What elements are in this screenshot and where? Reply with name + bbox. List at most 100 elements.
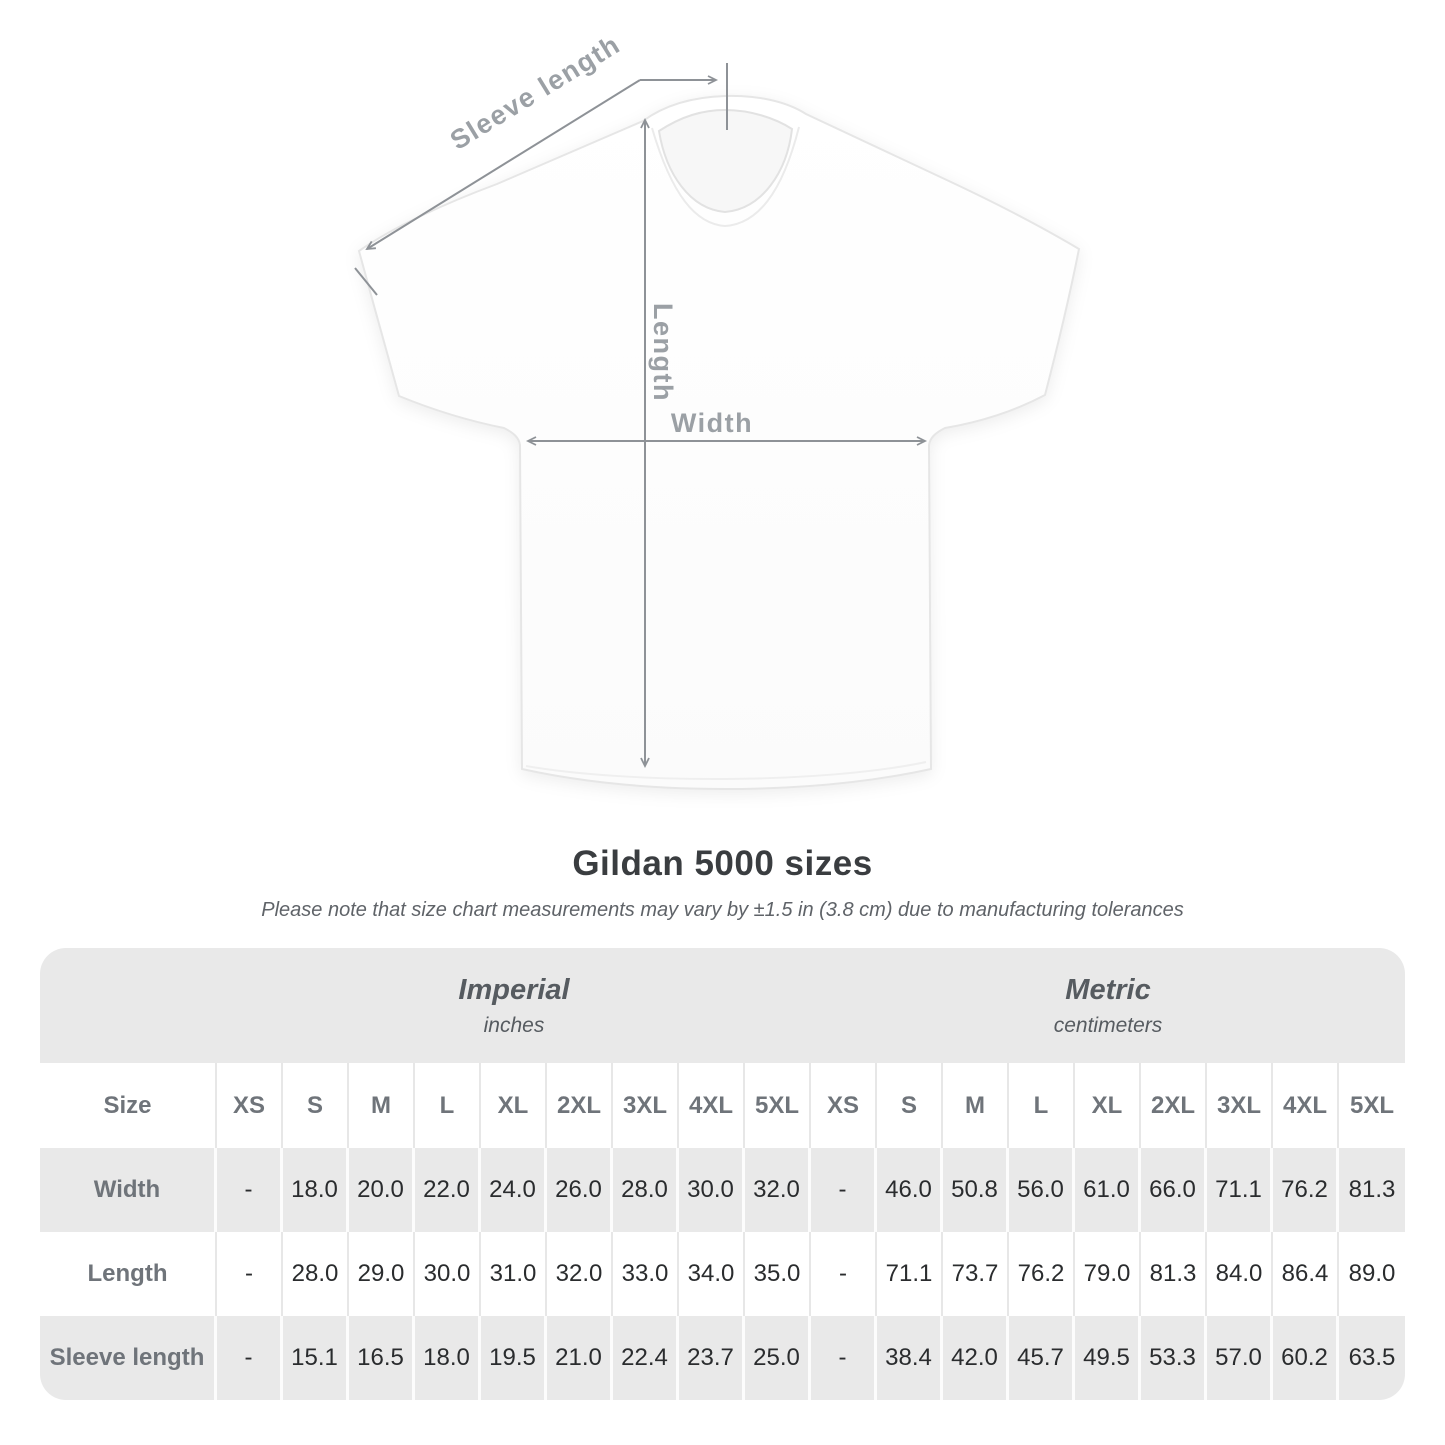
- width-label: Width: [671, 408, 753, 438]
- value-cell: 76.2: [1273, 1148, 1339, 1232]
- value-cell: 23.7: [679, 1316, 745, 1400]
- value-cell: 18.0: [283, 1148, 349, 1232]
- value-cell: 71.1: [1207, 1148, 1273, 1232]
- value-cell: 22.4: [613, 1316, 679, 1400]
- sleeve-length-label: Sleeve length: [445, 29, 626, 156]
- value-cell: 89.0: [1348, 1260, 1396, 1287]
- size-column-header: XL: [481, 1063, 547, 1148]
- size-column-header: XS: [811, 1063, 877, 1148]
- value-cell: 84.0: [1207, 1232, 1273, 1316]
- table-row: Sleeve length -15.1 16.5 18.0 19.5 21.0 22.4 23…: [40, 1316, 1405, 1400]
- value-cell: 29.0: [349, 1232, 415, 1316]
- value-cell: 31.0: [481, 1232, 547, 1316]
- size-column-header: XL: [1075, 1063, 1141, 1148]
- value-cell: 30.0: [679, 1148, 745, 1232]
- hem-seam: [525, 761, 927, 781]
- value-cell: 73.7: [943, 1232, 1009, 1316]
- value-cell: 56.0: [1009, 1148, 1075, 1232]
- value-cell: 61.0: [1075, 1148, 1141, 1232]
- value-cell: -: [811, 1316, 877, 1400]
- size-column-header: 2XL: [547, 1063, 613, 1148]
- unit-group-unit: centimeters: [1053, 1013, 1163, 1037]
- value-cell: -: [217, 1148, 283, 1232]
- size-column-header: 3XL: [613, 1063, 679, 1148]
- value-cell: 49.5: [1075, 1316, 1141, 1400]
- value-cell: 81.3: [1348, 1176, 1396, 1203]
- value-cell: 60.2: [1273, 1316, 1339, 1400]
- row-label: Length: [40, 1232, 217, 1316]
- value-cell: 15.1: [283, 1316, 349, 1400]
- sleeve-length-arrow: [365, 79, 641, 251]
- value-cell: 21.0: [547, 1316, 613, 1400]
- size-column-header: L: [415, 1063, 481, 1148]
- size-column-header: S: [283, 1063, 349, 1148]
- value-cell: 35.0: [745, 1232, 811, 1316]
- value-cell: 63.5: [1348, 1344, 1396, 1371]
- unit-group-unit: inches: [483, 1013, 545, 1037]
- value-cell: 50.8: [943, 1148, 1009, 1232]
- size-column-header: 5XL: [745, 1063, 811, 1148]
- size-column-header: 4XL: [679, 1063, 745, 1148]
- value-cell: 25.0: [745, 1316, 811, 1400]
- size-column-header: M: [943, 1063, 1009, 1148]
- value-cell: 38.4: [877, 1316, 943, 1400]
- value-cell: 19.5: [481, 1316, 547, 1400]
- unit-group-imperial: Imperial inches: [217, 948, 811, 1063]
- value-cell: 66.0: [1141, 1148, 1207, 1232]
- value-cell: 16.5: [349, 1316, 415, 1400]
- size-header-row: Size XS S M L XL 2XL 3XL 4XL 5XL XS S M L XL 2XL 3XL 4XL 5…: [40, 1063, 1405, 1148]
- size-column-header: M: [349, 1063, 415, 1148]
- value-cell: 34.0: [679, 1232, 745, 1316]
- value-cell: 30.0: [415, 1232, 481, 1316]
- size-column-header: XS: [217, 1063, 283, 1148]
- size-column-header: 3XL: [1207, 1063, 1273, 1148]
- value-cell: 28.0: [283, 1232, 349, 1316]
- value-cell: 42.0: [943, 1316, 1009, 1400]
- tolerance-note: Please note that size chart measurements…: [261, 899, 1184, 921]
- size-chart-table: Imperial inches Metric centimeters Size XS S M L…: [40, 948, 1405, 1400]
- value-cell: -: [217, 1232, 283, 1316]
- size-column-header: 5XL: [1349, 1091, 1394, 1119]
- collar-seam: [651, 126, 800, 228]
- collar-opening: [657, 108, 794, 214]
- value-cell: 18.0: [415, 1316, 481, 1400]
- value-cell: -: [811, 1148, 877, 1232]
- value-cell: 57.0: [1207, 1316, 1273, 1400]
- size-header-label: Size: [40, 1063, 217, 1148]
- value-cell: 79.0: [1075, 1232, 1141, 1316]
- value-cell: 32.0: [745, 1148, 811, 1232]
- row-label: Sleeve length: [40, 1316, 217, 1400]
- unit-band-spacer: [40, 948, 217, 1063]
- value-cell: 81.3: [1141, 1232, 1207, 1316]
- table-row: Width -18.0 20.0 22.0 24.0 26.0 28.0 30.0 32.0-4…: [40, 1148, 1405, 1232]
- measurement-arrows: [354, 63, 928, 769]
- value-cell: 71.1: [877, 1232, 943, 1316]
- unit-group-metric: Metric centimeters: [811, 948, 1405, 1063]
- value-cell: 26.0: [547, 1148, 613, 1232]
- unit-group-name: Metric: [1065, 973, 1151, 1006]
- size-column-header: 2XL: [1141, 1063, 1207, 1148]
- size-column-header: 4XL: [1273, 1063, 1339, 1148]
- size-column-header: L: [1009, 1063, 1075, 1148]
- value-cell: 32.0: [547, 1232, 613, 1316]
- table-row: Length -28.0 29.0 30.0 31.0 32.0 33.0 34.0 35.0-…: [40, 1232, 1405, 1316]
- value-cell: 86.4: [1273, 1232, 1339, 1316]
- tshirt-graphic: [357, 94, 1081, 791]
- length-label: Length: [648, 303, 678, 402]
- value-cell: 33.0: [613, 1232, 679, 1316]
- sleeve-edge-tick: [354, 267, 378, 296]
- value-cell: -: [217, 1316, 283, 1400]
- value-cell: 20.0: [349, 1148, 415, 1232]
- tshirt-measurement-diagram: Sleeve length Length Width: [354, 29, 1081, 791]
- value-cell: -: [811, 1232, 877, 1316]
- page-title: Gildan 5000 sizes: [572, 844, 873, 883]
- value-cell: 53.3: [1141, 1316, 1207, 1400]
- value-cell: 22.0: [415, 1148, 481, 1232]
- value-cell: 76.2: [1009, 1232, 1075, 1316]
- value-cell: 46.0: [877, 1148, 943, 1232]
- size-column-header: S: [877, 1063, 943, 1148]
- unit-band: Imperial inches Metric centimeters: [40, 948, 1405, 1063]
- value-cell: 28.0: [613, 1148, 679, 1232]
- unit-group-name: Imperial: [458, 973, 570, 1006]
- value-cell: 24.0: [481, 1148, 547, 1232]
